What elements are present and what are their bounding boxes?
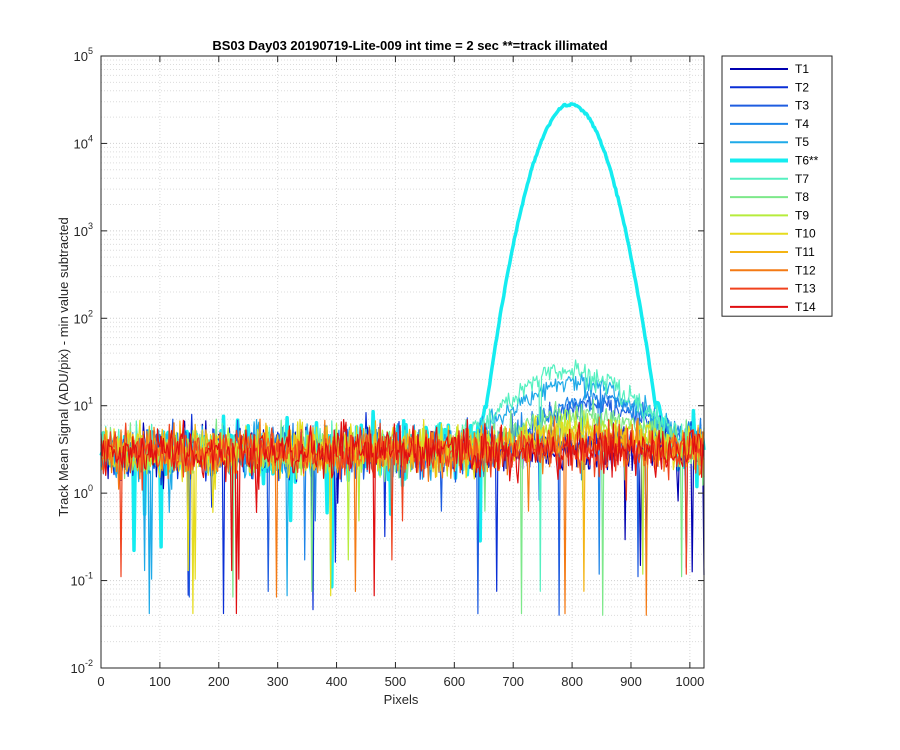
legend-entry-label: T9 — [795, 208, 809, 222]
legend-entry-label: T14 — [795, 300, 816, 314]
x-axis-label: Pixels — [384, 692, 419, 707]
series-line-T10 — [100, 414, 705, 615]
x-tick-label: 200 — [208, 674, 230, 689]
y-tick-label: 100 — [74, 483, 93, 501]
legend-entry-label: T5 — [795, 135, 809, 149]
series-line-T14 — [100, 419, 705, 615]
y-tick-label: 103 — [74, 221, 93, 239]
x-tick-label: 800 — [561, 674, 583, 689]
legend-entry-label: T11 — [795, 245, 815, 259]
chart-title: BS03 Day03 20190719-Lite-009 int time = … — [212, 38, 607, 53]
legend-box — [721, 55, 833, 317]
legend-entry-label: T4 — [795, 117, 809, 131]
legend: T1 T2 T3 T4 T5 T6** T7 T8 T9 T10 T11 T12 T13 T14 — [721, 55, 833, 317]
series-layer — [99, 102, 706, 616]
x-tick-label: 300 — [267, 674, 289, 689]
legend-entry-label: T1 — [795, 62, 809, 76]
x-tick-label: 100 — [149, 674, 171, 689]
x-tick-label: 700 — [502, 674, 524, 689]
x-tick-label: 600 — [443, 674, 465, 689]
legend-entry-label: T2 — [795, 80, 809, 94]
y-tick-label: 105 — [74, 46, 93, 64]
x-tick-label: 1000 — [675, 674, 704, 689]
x-tick-label: 900 — [620, 674, 642, 689]
legend-entry-label: T8 — [795, 190, 809, 204]
y-tick-label: 104 — [74, 133, 93, 151]
legend-entry-label: T7 — [795, 172, 809, 186]
legend-entry-label: T12 — [795, 263, 816, 277]
grid-layer — [100, 56, 704, 669]
y-tick-label: 102 — [74, 308, 93, 326]
x-tick-label: 500 — [385, 674, 407, 689]
legend-entry-label: T6** — [795, 154, 819, 168]
plot-frame — [100, 55, 705, 669]
legend-entry-label: T10 — [795, 227, 816, 241]
y-tick-label: 10-1 — [71, 571, 93, 589]
legend-entry-label: T13 — [795, 282, 816, 296]
y-tick-label: 10-2 — [71, 658, 93, 676]
tick-layer: 0 100 200 300 400 500 600 700 800 900 1000 10-2 10-1… — [71, 46, 705, 689]
legend-entry-label: T3 — [795, 99, 809, 113]
x-tick-label: 0 — [97, 674, 104, 689]
y-axis-label: Track Mean Signal (ADU/pix) - min value … — [56, 217, 71, 516]
y-tick-label: 101 — [74, 396, 93, 414]
x-tick-label: 400 — [326, 674, 348, 689]
